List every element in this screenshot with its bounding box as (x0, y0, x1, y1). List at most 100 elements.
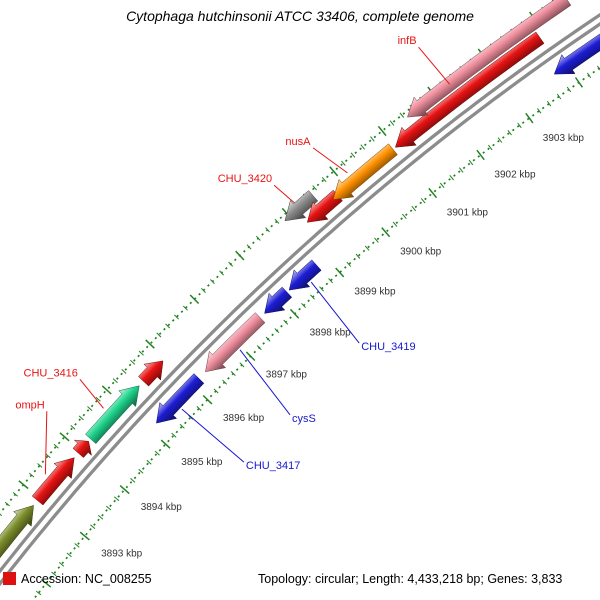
minor-tick (174, 314, 180, 320)
minor-tick (154, 450, 160, 456)
leader-CHU_3420 (273, 184, 295, 203)
major-tick (381, 227, 391, 238)
minor-tick (301, 302, 306, 308)
minor-tick (146, 459, 152, 465)
gene-arrow-CHU_3419[interactable] (288, 259, 322, 291)
gene-arrow-nusA[interactable] (332, 143, 398, 200)
minor-tick (97, 515, 104, 520)
leader-CHU_3419 (310, 281, 360, 344)
minor-tick (411, 205, 417, 212)
minor-tick (488, 144, 493, 151)
backbone (0, 12, 600, 587)
minor-tick (389, 120, 395, 126)
minor-tick (546, 100, 552, 107)
ruler-labels: 3893 kbp 3894 kbp 3895 kbp 3896 kbp 3897 kbp… (101, 133, 584, 559)
gene-arrow-CHU_3420[interactable] (284, 190, 319, 222)
minor-tick (265, 336, 271, 342)
minor-tick (90, 524, 96, 529)
minor-tick (459, 167, 464, 173)
minor-tick (230, 371, 236, 376)
leader-nusA (312, 147, 348, 174)
major-tick (145, 339, 155, 349)
minor-tick (138, 468, 144, 474)
minor-tick (45, 453, 51, 459)
status-bar: Accession: NC_008255 Topology: circular;… (0, 570, 600, 594)
minor-tick (188, 414, 194, 420)
minor-tick (156, 332, 162, 338)
minor-tick (213, 388, 219, 394)
minor-tick (402, 213, 407, 220)
gene-arrow-cysS[interactable] (205, 312, 266, 373)
minor-tick (113, 496, 120, 502)
gene-label-infB: infB (398, 35, 417, 47)
tick-label-3902: 3902 kbp (494, 170, 536, 181)
minor-tick (66, 552, 72, 558)
minor-tick (586, 72, 592, 79)
gene-arrow-infB[interactable] (395, 31, 545, 148)
minor-tick (51, 571, 57, 577)
tick-label-3901: 3901 kbp (447, 207, 489, 218)
gene-label-CHU_3417: CHU_3417 (246, 460, 300, 472)
gene-arrow-ompH[interactable] (31, 457, 75, 506)
gene-arrow-g10[interactable] (407, 0, 572, 118)
minor-tick (95, 396, 101, 402)
minor-tick (112, 378, 118, 384)
minor-tick (392, 221, 398, 227)
gene-arrow-g3[interactable] (72, 439, 92, 458)
major-tick (59, 432, 70, 442)
minor-tick (497, 137, 503, 143)
backbone-gap (0, 16, 600, 581)
tick-label-3895: 3895 kbp (181, 457, 223, 468)
minor-tick (310, 294, 315, 300)
minor-tick (130, 359, 136, 365)
minor-tick (355, 253, 361, 259)
gene-arrow-CHU_3417[interactable] (156, 373, 205, 424)
gene-arrow-g13[interactable] (264, 286, 293, 314)
gene-label-cysS: cysS (292, 413, 316, 425)
gene-arrow-CHU_3416[interactable] (85, 385, 140, 444)
minor-tick (596, 65, 600, 71)
major-tick (202, 394, 213, 405)
minor-tick (319, 286, 324, 292)
gene-label-CHU_3420: CHU_3420 (218, 173, 272, 185)
major-tick (377, 125, 387, 137)
minor-tick (420, 198, 426, 204)
leader-ompH (44, 411, 48, 475)
minor-tick (171, 432, 177, 438)
minor-tick (321, 176, 327, 183)
minor-tick (439, 182, 445, 189)
major-tick (428, 187, 438, 199)
minor-tick (4, 501, 11, 507)
minor-tick (556, 93, 562, 100)
minor-tick (138, 350, 144, 356)
tick-label-3903: 3903 kbp (543, 133, 585, 144)
major-tick (335, 267, 345, 278)
minor-tick (468, 159, 474, 166)
minor-tick (517, 122, 522, 129)
minor-tick (255, 235, 261, 241)
minor-tick (507, 130, 512, 136)
gene-arrow-g15[interactable] (553, 28, 600, 75)
gene-arrow-g1[interactable] (0, 505, 34, 590)
leader-CHU_3416 (79, 378, 104, 409)
minor-tick (87, 406, 93, 411)
major-tick (101, 385, 112, 395)
gene-label-CHU_3416: CHU_3416 (24, 367, 78, 379)
minor-tick (12, 492, 19, 497)
minor-tick (274, 328, 280, 334)
minor-tick (374, 237, 379, 243)
gene-arrow-g5[interactable] (138, 360, 164, 387)
minor-tick (239, 362, 245, 368)
tick-label-3894: 3894 kbp (141, 502, 183, 513)
minor-tick (228, 261, 234, 267)
minor-tick (105, 505, 112, 511)
major-tick (574, 77, 584, 88)
minor-tick (58, 562, 65, 567)
minor-tick (449, 174, 454, 181)
major-tick (329, 166, 339, 177)
gene-label-nusA: nusA (285, 136, 311, 148)
